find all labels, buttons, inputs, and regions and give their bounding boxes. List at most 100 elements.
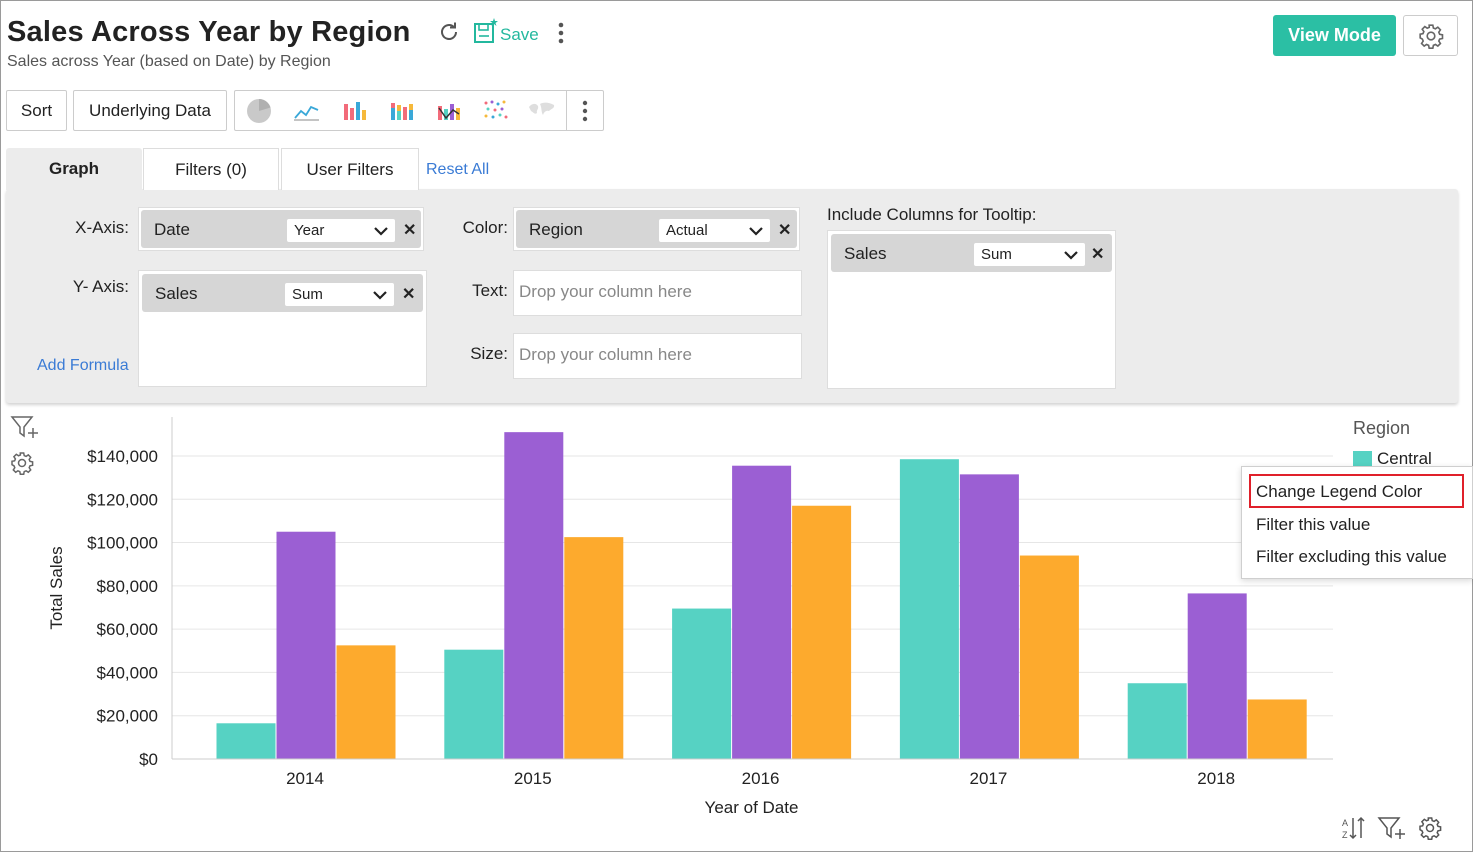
tooltip-pill[interactable]: Sales Sum ✕ bbox=[831, 234, 1112, 272]
legend-swatch-central[interactable] bbox=[1353, 451, 1372, 468]
bar[interactable] bbox=[336, 645, 396, 759]
line-chart-icon[interactable] bbox=[292, 98, 320, 124]
pie-chart-icon[interactable] bbox=[245, 98, 273, 124]
chevron-down-icon bbox=[374, 227, 388, 236]
chevron-down-icon bbox=[1064, 251, 1078, 260]
remove-x-axis-icon[interactable]: ✕ bbox=[403, 222, 417, 239]
bar[interactable] bbox=[216, 723, 276, 759]
chart-type-toolbar bbox=[234, 90, 604, 131]
tab-filters[interactable]: Filters (0) bbox=[143, 148, 279, 190]
tooltip-columns-label: Include Columns for Tooltip: bbox=[827, 205, 1037, 224]
x-axis-function-select[interactable]: Year bbox=[287, 219, 395, 242]
remove-y-axis-icon[interactable]: ✕ bbox=[402, 286, 416, 303]
y-axis-function-select[interactable]: Sum bbox=[285, 283, 394, 306]
tab-graph[interactable]: Graph bbox=[6, 148, 142, 190]
size-dropzone[interactable]: Drop your column here bbox=[513, 333, 802, 379]
combo-chart-icon[interactable] bbox=[434, 98, 462, 124]
add-formula-link[interactable]: Add Formula bbox=[37, 357, 129, 374]
y-axis-column: Sales bbox=[155, 284, 198, 303]
add-filter-icon[interactable] bbox=[10, 414, 40, 445]
y-axis-label: Y- Axis: bbox=[72, 277, 129, 296]
y-tick-label: $140,000 bbox=[87, 447, 158, 466]
x-tick-label: 2017 bbox=[969, 769, 1007, 788]
size-placeholder: Drop your column here bbox=[519, 345, 692, 364]
bar[interactable] bbox=[899, 459, 959, 759]
bar[interactable] bbox=[792, 505, 852, 759]
remove-color-icon[interactable]: ✕ bbox=[778, 222, 792, 239]
bar[interactable] bbox=[1247, 699, 1307, 759]
bar[interactable] bbox=[732, 465, 792, 759]
view-mode-button[interactable]: View Mode bbox=[1273, 15, 1396, 56]
text-dropzone[interactable]: Drop your column here bbox=[513, 270, 802, 316]
tab-user-filters[interactable]: User Filters bbox=[281, 148, 419, 190]
tooltip-column: Sales bbox=[844, 244, 887, 263]
tooltip-function-select[interactable]: Sum bbox=[974, 243, 1085, 266]
bar[interactable] bbox=[276, 531, 336, 759]
menu-item-change-legend-color[interactable]: Change Legend Color bbox=[1256, 482, 1423, 501]
refresh-icon[interactable] bbox=[437, 20, 461, 49]
bar[interactable] bbox=[1019, 555, 1079, 759]
x-tick-label: 2016 bbox=[742, 769, 780, 788]
svg-text:A: A bbox=[1342, 818, 1348, 828]
remove-tooltip-icon[interactable]: ✕ bbox=[1091, 246, 1105, 263]
x-axis-function-value: Year bbox=[294, 222, 325, 239]
y-axis-title: Total Sales bbox=[47, 546, 66, 629]
y-tick-label: $80,000 bbox=[97, 577, 158, 596]
text-placeholder: Drop your column here bbox=[519, 282, 692, 301]
gear-icon[interactable] bbox=[10, 451, 34, 480]
highlight-box bbox=[1249, 474, 1464, 508]
x-axis-column: Date bbox=[154, 220, 190, 239]
settings-button[interactable] bbox=[1403, 15, 1458, 56]
color-function-value: Actual bbox=[666, 222, 708, 239]
tooltip-dropzone[interactable]: Sales Sum ✕ bbox=[827, 230, 1116, 389]
save-button[interactable]: Save bbox=[500, 25, 539, 44]
gear-icon[interactable] bbox=[1418, 816, 1442, 845]
y-tick-label: $120,000 bbox=[87, 490, 158, 509]
bar[interactable] bbox=[1127, 683, 1187, 759]
menu-item-filter-value[interactable]: Filter this value bbox=[1256, 515, 1371, 534]
x-axis-pill[interactable]: Date Year ✕ bbox=[141, 210, 421, 248]
reset-all-link[interactable]: Reset All bbox=[426, 161, 490, 178]
x-axis-ticks: 2014 2015 2016 2017 2018 bbox=[286, 769, 1235, 788]
bar[interactable] bbox=[444, 649, 504, 759]
y-axis-dropzone[interactable]: Sales Sum ✕ bbox=[138, 270, 427, 387]
underlying-data-button[interactable]: Underlying Data bbox=[73, 90, 227, 131]
legend-item-central[interactable]: Central bbox=[1377, 449, 1432, 468]
report-title: Sales Across Year by Region bbox=[7, 16, 411, 48]
bar[interactable] bbox=[672, 608, 732, 759]
y-axis-pill[interactable]: Sales Sum ✕ bbox=[142, 274, 423, 312]
bar-chart: $0 $20,000 $40,000 $60,000 $80,000 $100,000 $1… bbox=[47, 417, 1333, 817]
legend-context-menu: Change Legend Color Filter this value Fi… bbox=[1241, 466, 1473, 579]
menu-item-filter-excluding[interactable]: Filter excluding this value bbox=[1256, 547, 1447, 566]
report-subtitle: Sales across Year (based on Date) by Reg… bbox=[7, 53, 331, 70]
scatter-chart-icon[interactable] bbox=[481, 98, 509, 124]
x-axis-title: Year of Date bbox=[705, 798, 799, 817]
save-icon[interactable] bbox=[473, 17, 499, 50]
bar[interactable] bbox=[959, 474, 1019, 759]
chart-bars bbox=[216, 432, 1307, 759]
chevron-down-icon bbox=[749, 227, 763, 236]
y-tick-label: $100,000 bbox=[87, 534, 158, 553]
stacked-bar-icon[interactable] bbox=[387, 98, 415, 124]
color-pill[interactable]: Region Actual ✕ bbox=[516, 210, 797, 248]
color-function-select[interactable]: Actual bbox=[659, 219, 770, 242]
text-label: Text: bbox=[472, 281, 508, 300]
x-tick-label: 2015 bbox=[514, 769, 552, 788]
sort-button[interactable]: Sort bbox=[6, 90, 67, 131]
bar-chart-icon[interactable] bbox=[340, 98, 368, 124]
map-chart-icon[interactable] bbox=[527, 98, 555, 124]
x-axis-label: X-Axis: bbox=[75, 218, 129, 237]
bar[interactable] bbox=[564, 537, 624, 759]
chevron-down-icon bbox=[373, 291, 387, 300]
bar[interactable] bbox=[504, 432, 564, 759]
x-axis-dropzone[interactable]: Date Year ✕ bbox=[138, 207, 424, 251]
more-options-icon[interactable] bbox=[553, 20, 569, 51]
more-icon[interactable] bbox=[577, 98, 605, 124]
color-dropzone[interactable]: Region Actual ✕ bbox=[513, 207, 800, 251]
y-tick-label: $0 bbox=[139, 750, 158, 769]
y-tick-label: $60,000 bbox=[97, 620, 158, 639]
add-filter-icon[interactable] bbox=[1377, 815, 1407, 846]
bar[interactable] bbox=[1187, 593, 1247, 759]
color-label: Color: bbox=[462, 218, 508, 237]
